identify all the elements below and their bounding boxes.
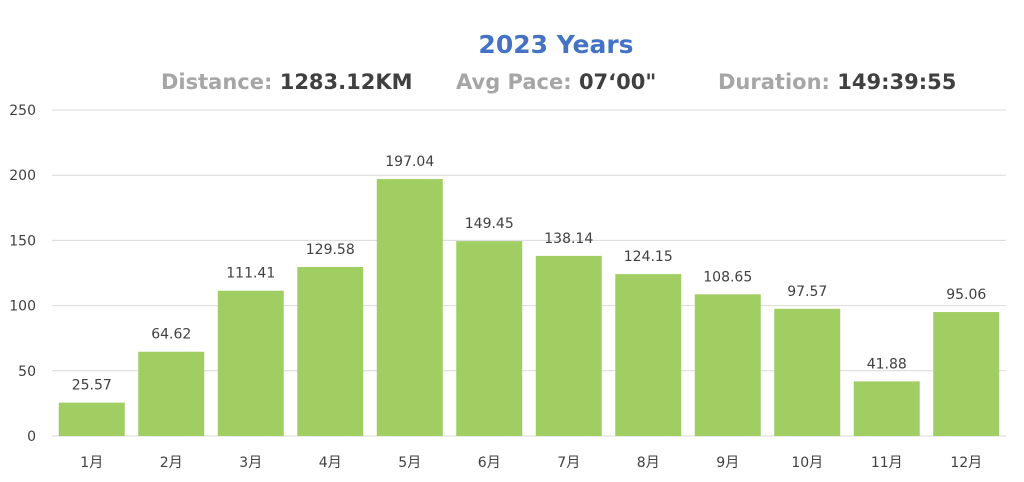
data-label: 41.88 — [867, 356, 907, 372]
stat-avg-pace-label: Avg Pace: — [456, 70, 579, 94]
data-labels: 25.57 64.62 111.41 129.58 197.04 149.45 138.14… — [72, 154, 987, 394]
bar — [456, 241, 523, 436]
stat-duration-label: Duration: — [718, 70, 838, 94]
stat-distance-value: 1283.12KM — [279, 70, 413, 94]
bar — [774, 308, 841, 436]
data-label: 149.45 — [465, 216, 514, 232]
data-label: 129.58 — [306, 242, 355, 258]
bar — [217, 290, 284, 436]
x-tick-label: 11月 — [871, 455, 903, 471]
x-tick-label: 4月 — [319, 455, 342, 471]
stat-duration-value: 149:39:55 — [837, 70, 957, 94]
x-tick-label: 3月 — [239, 455, 262, 471]
y-axis: 0 50 100 150 200 250 — [9, 103, 36, 445]
stat-distance-label: Distance: — [161, 70, 280, 94]
stats-row: Distance: 1283.12KM Avg Pace: 07‘00" Dur… — [0, 70, 1024, 100]
data-label: 138.14 — [544, 231, 593, 247]
stat-distance: Distance: 1283.12KM — [161, 70, 413, 94]
stat-avg-pace-value: 07‘00" — [578, 70, 657, 94]
bar — [853, 381, 920, 436]
data-label: 108.65 — [703, 269, 752, 285]
bar — [58, 402, 125, 436]
y-tick-label: 250 — [9, 103, 36, 119]
bar — [615, 274, 682, 436]
x-tick-label: 10月 — [791, 455, 823, 471]
x-axis: 1月 2月 3月 4月 5月 6月 7月 8月 9月 10月 11月 12月 — [80, 455, 982, 471]
data-label: 111.41 — [226, 266, 275, 282]
data-label: 124.15 — [624, 249, 673, 265]
x-tick-label: 9月 — [716, 455, 739, 471]
stat-avg-pace: Avg Pace: 07‘00" — [456, 70, 656, 94]
data-label: 197.04 — [385, 154, 434, 170]
bar — [933, 312, 1000, 436]
x-tick-label: 1月 — [80, 455, 103, 471]
bar — [297, 267, 364, 436]
x-tick-label: 5月 — [398, 455, 421, 471]
y-tick-label: 50 — [18, 364, 36, 380]
stat-duration: Duration: 149:39:55 — [718, 70, 956, 94]
data-label: 64.62 — [151, 327, 191, 343]
x-tick-label: 8月 — [637, 455, 660, 471]
data-label: 25.57 — [72, 378, 112, 394]
gridlines — [52, 109, 1006, 437]
y-tick-label: 100 — [9, 299, 36, 315]
data-label: 95.06 — [946, 287, 986, 303]
bar — [376, 179, 443, 436]
x-tick-label: 6月 — [478, 455, 501, 471]
bars — [58, 179, 1000, 436]
y-tick-label: 150 — [9, 233, 36, 249]
x-tick-label: 2月 — [160, 455, 183, 471]
bar — [138, 351, 205, 436]
y-tick-label: 0 — [27, 429, 36, 445]
x-tick-label: 7月 — [557, 455, 580, 471]
data-label: 97.57 — [787, 284, 827, 300]
x-tick-label: 12月 — [950, 455, 982, 471]
bar — [694, 294, 761, 436]
bar — [535, 255, 602, 436]
chart-title: 2023 Years — [478, 30, 634, 59]
y-tick-label: 200 — [9, 168, 36, 184]
